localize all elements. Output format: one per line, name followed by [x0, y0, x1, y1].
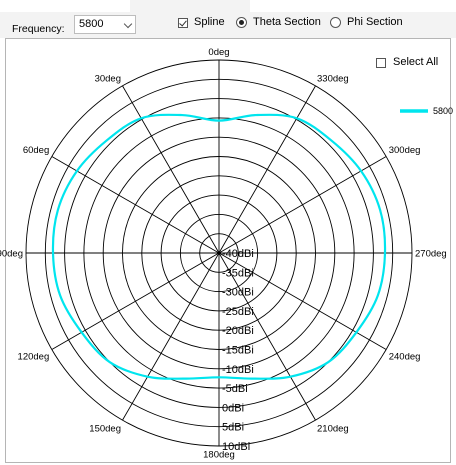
angle-tick-label: 270deg	[415, 248, 447, 259]
tab-notch	[130, 0, 250, 12]
radial-tick-label: 0dBi	[222, 402, 244, 414]
chart-panel	[5, 38, 451, 463]
select-all-checkbox[interactable]	[376, 58, 386, 68]
grid-spoke	[51, 252, 220, 350]
series-line-5800	[51, 113, 387, 380]
angle-tick-label: 0deg	[208, 47, 229, 58]
radial-tick-label: 5dBi	[222, 422, 244, 434]
grid-spoke	[122, 85, 220, 254]
grid-spoke	[51, 156, 220, 254]
grid-spoke	[218, 252, 387, 350]
spline-label[interactable]: Spline	[194, 16, 225, 28]
radial-tick-label: -25dBi	[222, 306, 254, 318]
theta-section-radio[interactable]	[236, 17, 247, 28]
frequency-value: 5800	[79, 18, 104, 30]
radio-selected-dot	[239, 20, 244, 25]
grid-spoke	[218, 85, 316, 254]
radial-tick-label: 10dBi	[222, 441, 250, 453]
grid-spoke	[218, 252, 316, 421]
legend-label: 5800	[433, 106, 453, 116]
grid-spoke	[122, 252, 220, 421]
grid-spoke	[218, 156, 387, 254]
phi-section-label[interactable]: Phi Section	[347, 16, 403, 28]
angle-tick-label: 120deg	[18, 352, 50, 363]
angle-tick-label: 60deg	[23, 145, 49, 156]
radial-tick-label: -30dBi	[222, 287, 254, 299]
angle-tick-label: 30deg	[95, 73, 121, 84]
angle-tick-label: 180deg	[203, 450, 235, 461]
angle-tick-label: 150deg	[89, 423, 121, 434]
toolbar: Frequency: 5800 Spline Theta Section Phi…	[0, 0, 456, 38]
theta-section-label[interactable]: Theta Section	[253, 16, 321, 28]
radial-tick-label: -10dBi	[222, 364, 254, 376]
radial-tick-label: -20dBi	[222, 325, 254, 337]
radial-tick-label: -35dBi	[222, 267, 254, 279]
radial-tick-label: -15dBi	[222, 345, 254, 357]
spline-checkbox[interactable]	[178, 18, 188, 28]
angle-tick-label: 210deg	[317, 423, 349, 434]
frequency-dropdown[interactable]: 5800	[74, 15, 136, 34]
phi-section-radio[interactable]	[330, 17, 341, 28]
angle-tick-label: 300deg	[389, 145, 421, 156]
angle-tick-label: 90deg	[0, 248, 23, 259]
select-all-label[interactable]: Select All	[393, 56, 439, 68]
angle-tick-label: 330deg	[317, 73, 349, 84]
radial-tick-label: -40dBi	[222, 248, 254, 260]
frequency-label: Frequency:	[12, 23, 65, 35]
radial-tick-label: -5dBi	[222, 383, 248, 395]
angle-tick-label: 240deg	[389, 352, 421, 363]
